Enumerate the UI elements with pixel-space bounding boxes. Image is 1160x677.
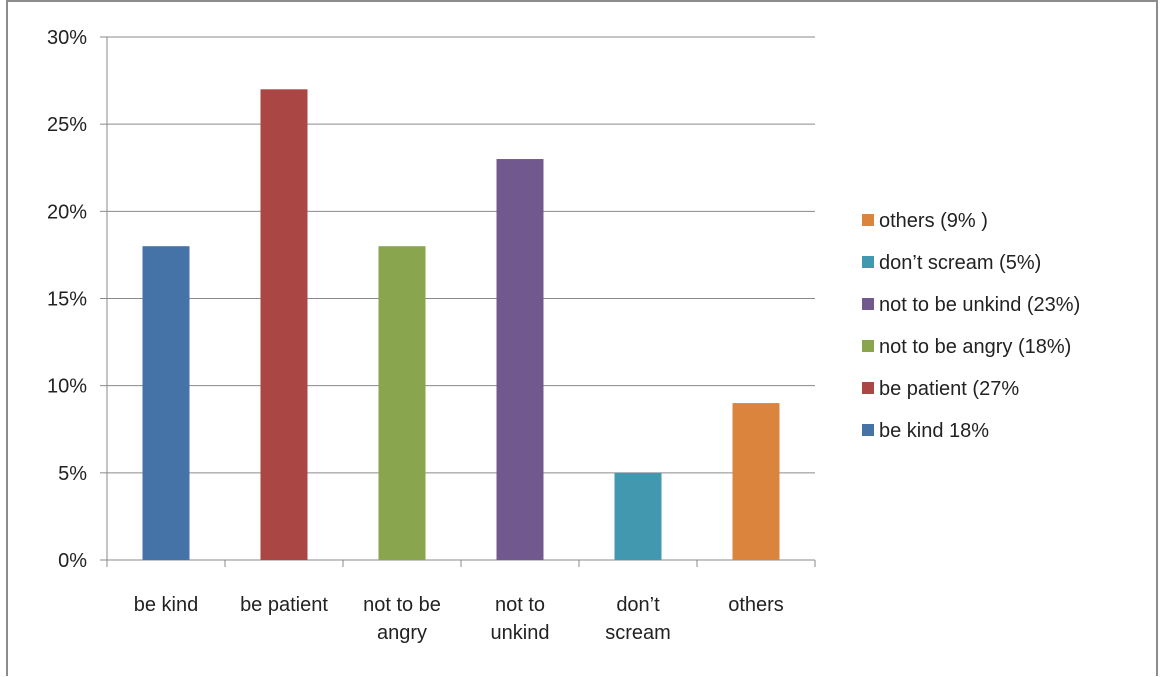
legend-label: don’t scream (5%)	[879, 252, 1041, 274]
bar	[142, 246, 190, 560]
legend-label: not to be unkind (23%)	[879, 294, 1080, 316]
x-tick-label: not to be angry	[363, 594, 441, 644]
legend: others (9% ) don’t scream (5%) not to be u…	[862, 210, 1080, 442]
legend-swatch	[862, 340, 874, 352]
x-axis: be kind be patient not to be angry not to unk…	[106, 559, 816, 644]
x-tick-label: don’t scream	[605, 594, 671, 644]
legend-swatch	[862, 298, 874, 310]
y-tick-label: 30%	[47, 27, 87, 49]
x-tick-label: be kind	[134, 594, 199, 616]
y-tick-label: 10%	[47, 376, 87, 398]
bar	[378, 246, 426, 560]
legend-label: not to be angry (18%)	[879, 336, 1071, 358]
y-tick-label: 15%	[47, 289, 87, 311]
gridlines	[107, 36, 815, 474]
legend-label: be patient (27%	[879, 378, 1019, 400]
legend-swatch	[862, 382, 874, 394]
bar	[260, 89, 308, 561]
y-tick-label: 20%	[47, 201, 87, 223]
legend-label: be kind 18%	[879, 420, 989, 442]
legend-swatch	[862, 256, 874, 268]
y-tick-label: 0%	[58, 550, 87, 572]
x-tick-label: not to unkind	[491, 594, 550, 644]
x-tick-label: be patient	[240, 594, 328, 616]
y-tick-label: 25%	[47, 114, 87, 136]
bar	[732, 403, 780, 560]
bars	[142, 89, 780, 561]
legend-label: others (9% )	[879, 210, 988, 232]
y-axis: 0% 5% 10% 15% 20% 25% 30%	[47, 27, 108, 572]
bar	[614, 472, 662, 560]
chart-frame	[6, 0, 1158, 676]
y-tick-label: 5%	[58, 463, 87, 485]
x-tick-label: others	[728, 594, 784, 616]
legend-swatch	[862, 424, 874, 436]
bar	[496, 159, 544, 561]
legend-swatch	[862, 214, 874, 226]
